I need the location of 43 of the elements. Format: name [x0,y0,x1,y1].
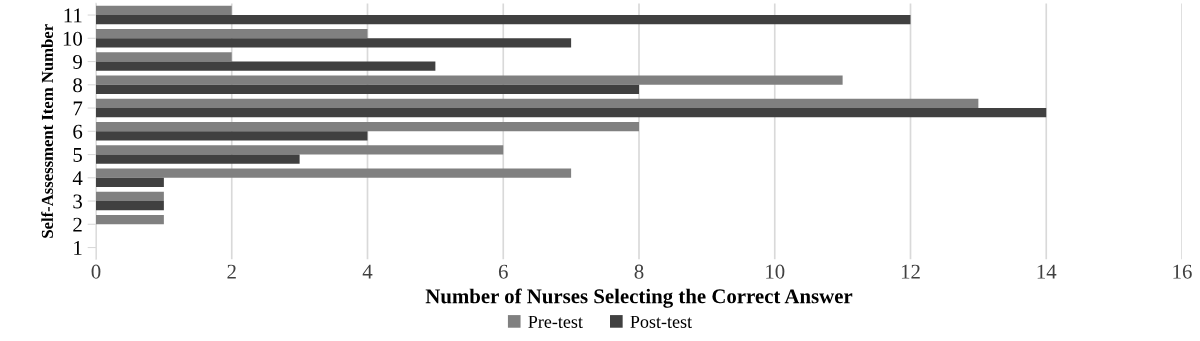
bar [96,154,300,164]
bar [96,177,164,188]
bar [96,28,368,39]
y-tick-label: 3 [73,194,82,209]
x-tick-label: 14 [1037,264,1057,279]
y-tick-label: 10 [63,31,83,46]
y-tick-label: 7 [73,101,83,116]
bar [96,121,639,132]
y-axis-title: Self-Assessment Item Number [41,24,54,238]
x-tick-label: 12 [901,264,920,279]
y-tick-label: 1 [74,241,82,255]
bar [96,38,572,48]
y-tick-label: 5 [73,148,82,162]
bar [96,131,368,141]
y-tick-label: 2 [73,217,82,232]
bar [96,168,572,178]
y-tick-label: 9 [73,54,82,69]
x-tick-label: 6 [498,264,508,279]
bar [96,201,164,211]
x-tick-label: 2 [227,264,236,279]
bar [96,145,504,155]
bar [96,52,232,62]
x-tick-label: 16 [1173,264,1192,279]
bar [96,191,164,202]
x-axis-title: Number of Nurses Selecting the Correct Answer [425,288,853,308]
x-tick-label: 8 [634,264,644,279]
bar [96,15,911,25]
bar [96,84,639,95]
bar [96,75,843,85]
x-tick-label: 4 [362,264,373,279]
x-tick-label: 10 [766,264,785,279]
y-tick-label: 4 [72,171,83,186]
bar [96,214,164,225]
legend-label: Post-test [630,315,692,328]
y-tick-label: 11 [64,8,82,23]
bar [96,61,436,71]
x-tick-label: 0 [91,264,101,279]
bar [96,108,1047,118]
legend-label: Pre-test [528,315,583,328]
bar [96,98,979,109]
y-tick-label: 6 [73,124,83,139]
bar [96,5,232,16]
y-tick-label: 8 [73,78,83,93]
